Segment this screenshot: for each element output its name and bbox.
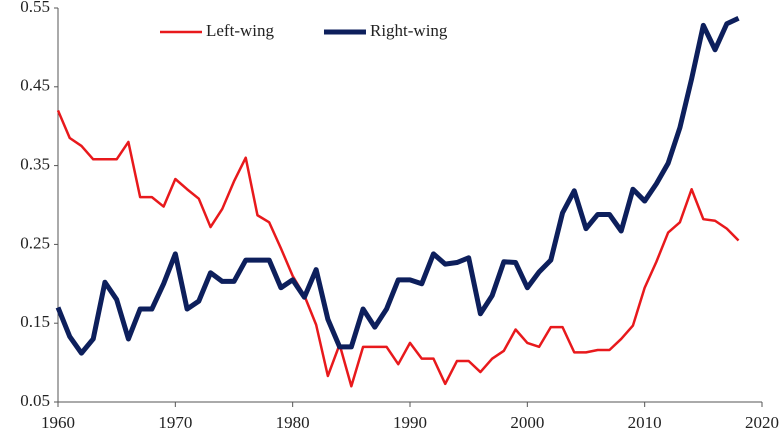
- series-line: [56, 109, 740, 388]
- x-tick-label: 1960: [41, 413, 75, 432]
- x-tick-label: 1970: [158, 413, 192, 432]
- legend-label: Left-wing: [206, 21, 274, 40]
- y-tick-label: 0.25: [20, 233, 50, 252]
- x-tick-label: 1990: [393, 413, 427, 432]
- y-tick-label: 0.15: [20, 312, 50, 331]
- x-tick-label: 1980: [276, 413, 310, 432]
- y-tick-label: 0.45: [20, 76, 50, 95]
- y-tick-label: 0.55: [20, 0, 50, 16]
- y-tick-label: 0.05: [20, 391, 50, 410]
- series-line: [55, 15, 740, 356]
- legend-label: Right-wing: [370, 21, 448, 40]
- x-tick-label: 2000: [510, 413, 544, 432]
- x-tick-label: 2020: [745, 413, 779, 432]
- y-tick-label: 0.35: [20, 155, 50, 174]
- x-tick-label: 2010: [628, 413, 662, 432]
